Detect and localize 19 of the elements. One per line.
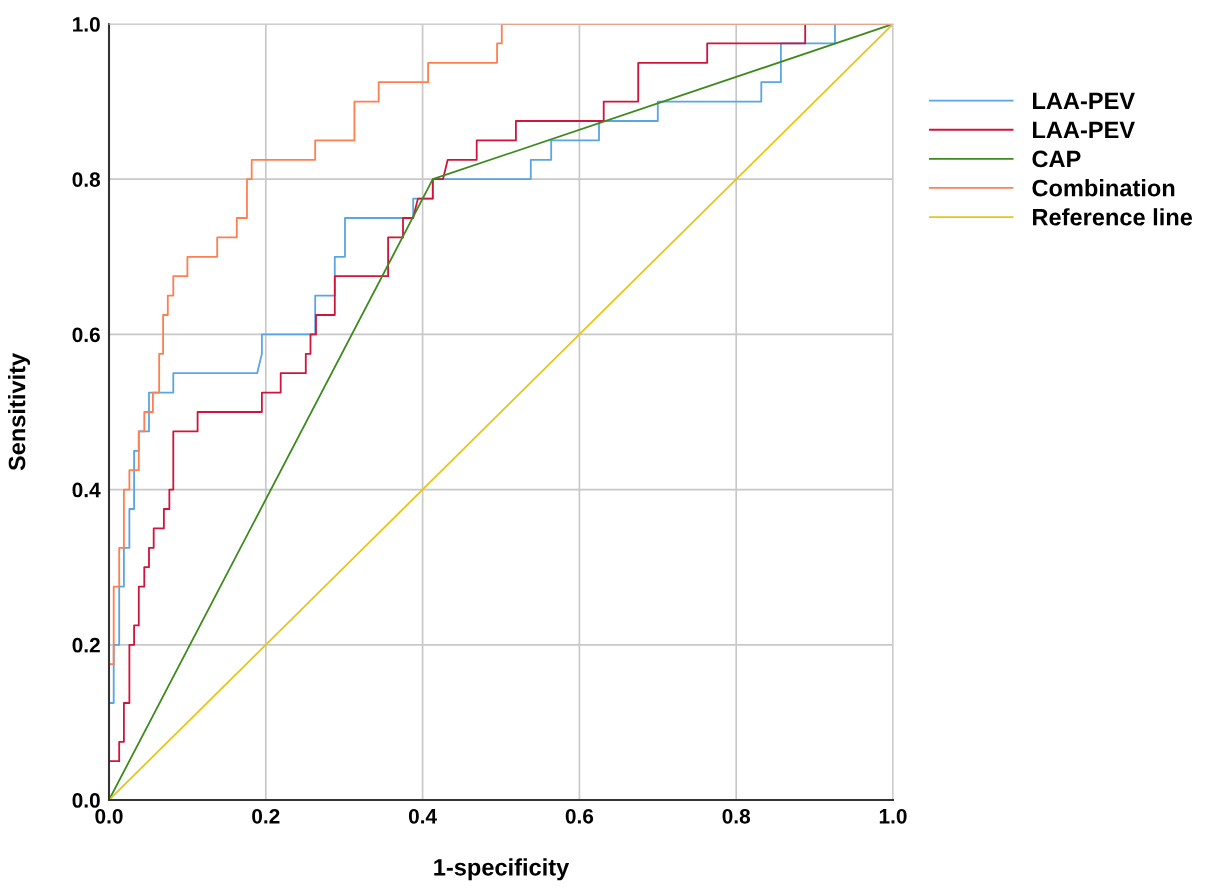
y-tick-label: 0.6 <box>72 327 100 343</box>
x-tick-label: 0.8 <box>722 808 751 824</box>
legend-label: CAP <box>1032 150 1081 168</box>
y-tick-label: 0.2 <box>72 637 100 653</box>
x-axis-title: 1-specificity <box>434 858 570 881</box>
y-axis-title: Sensitivity <box>8 353 31 471</box>
x-tick-label: 0.6 <box>565 808 594 824</box>
legend-label: LAA-PEV <box>1033 121 1135 139</box>
y-tick-label: 0.8 <box>72 172 101 187</box>
y-tick-label: 0.4 <box>72 482 101 498</box>
x-tick-label: 0.0 <box>95 808 123 824</box>
x-tick-label: 1.0 <box>879 808 907 824</box>
x-tick-label: 0.4 <box>408 808 437 824</box>
x-tick-label: 0.2 <box>252 808 280 824</box>
legend-label: Combination <box>1032 179 1175 197</box>
y-tick-label: 0.0 <box>72 793 100 808</box>
legend-label: LAA-PEV <box>1033 92 1135 109</box>
y-tick-label: 1.0 <box>73 17 100 32</box>
legend-label: Reference line <box>1033 208 1193 226</box>
